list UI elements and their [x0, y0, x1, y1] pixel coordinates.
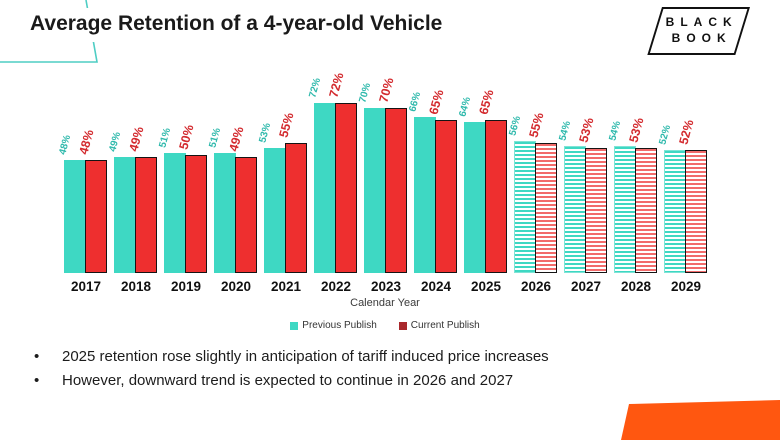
chart-legend: Previous Publish Current Publish [60, 320, 710, 331]
x-tick-2019: 2019 [170, 279, 202, 294]
bar-group-2018 [114, 0, 158, 273]
bar-current-2023 [385, 108, 407, 273]
legend-label-current: Current Publish [410, 320, 480, 331]
bar-previous-2029 [664, 150, 686, 273]
x-tick-2025: 2025 [470, 279, 502, 294]
bar-previous-2024 [414, 117, 436, 273]
bar-current-2027 [585, 148, 607, 273]
bar-group-2023 [364, 0, 408, 273]
bar-group-2025 [464, 0, 508, 273]
bar-current-2018 [135, 157, 157, 273]
bar-group-2019 [164, 0, 208, 273]
bar-current-2024 [435, 120, 457, 273]
x-axis-title: Calendar Year [350, 297, 420, 309]
x-tick-2020: 2020 [220, 279, 252, 294]
bar-previous-2022 [314, 103, 336, 273]
bar-current-2026 [535, 143, 557, 273]
bar-current-2029 [685, 150, 707, 273]
bar-previous-2028 [614, 146, 636, 273]
x-tick-2024: 2024 [420, 279, 452, 294]
bar-previous-2017 [64, 160, 86, 273]
note-item-1: • 2025 retention rose slightly in antici… [30, 348, 730, 365]
bar-previous-2026 [514, 141, 536, 273]
bar-group-2026 [514, 0, 558, 273]
bar-previous-2021 [264, 148, 286, 273]
page-title: Average Retention of a 4-year-old Vehicl… [26, 8, 453, 42]
notes-list: • 2025 retention rose slightly in antici… [30, 348, 730, 396]
legend-swatch-previous [290, 321, 299, 330]
x-tick-2027: 2027 [570, 279, 602, 294]
x-tick-2026: 2026 [520, 279, 552, 294]
orange-corner-shape [621, 400, 780, 440]
bullet-icon: • [34, 372, 40, 389]
bar-previous-2023 [364, 108, 386, 273]
bar-group-2022 [314, 0, 358, 273]
x-tick-2023: 2023 [370, 279, 402, 294]
bar-group-2020 [214, 0, 258, 273]
x-tick-2018: 2018 [120, 279, 152, 294]
legend-item-current: Current Publish [398, 320, 480, 331]
bar-group-2027 [564, 0, 608, 273]
x-tick-2029: 2029 [670, 279, 702, 294]
bar-current-2025 [485, 120, 507, 273]
bullet-icon: • [34, 348, 40, 365]
x-tick-2022: 2022 [320, 279, 352, 294]
bar-current-2022 [335, 103, 357, 273]
bar-group-2024 [414, 0, 458, 273]
note-text-1: 2025 retention rose slightly in anticipa… [62, 348, 549, 365]
bar-current-2020 [235, 157, 257, 273]
bar-group-2028 [614, 0, 658, 273]
bar-group-2029 [664, 0, 708, 273]
bar-previous-2025 [464, 122, 486, 273]
bar-previous-2019 [164, 153, 186, 273]
bar-group-2021 [264, 0, 308, 273]
note-text-2: However, downward trend is expected to c… [62, 372, 514, 389]
bar-group-2017 [64, 0, 108, 273]
legend-swatch-current [398, 321, 407, 330]
note-item-2: • However, downward trend is expected to… [30, 372, 730, 389]
legend-label-previous: Previous Publish [302, 320, 377, 331]
bar-previous-2027 [564, 146, 586, 273]
x-tick-2028: 2028 [620, 279, 652, 294]
bar-current-2019 [185, 155, 207, 273]
x-tick-2017: 2017 [70, 279, 102, 294]
x-tick-2021: 2021 [270, 279, 302, 294]
legend-item-previous: Previous Publish [290, 320, 377, 331]
bar-current-2017 [85, 160, 107, 273]
bar-previous-2018 [114, 157, 136, 273]
bar-previous-2020 [214, 153, 236, 273]
bar-current-2028 [635, 148, 657, 273]
bar-current-2021 [285, 143, 307, 273]
